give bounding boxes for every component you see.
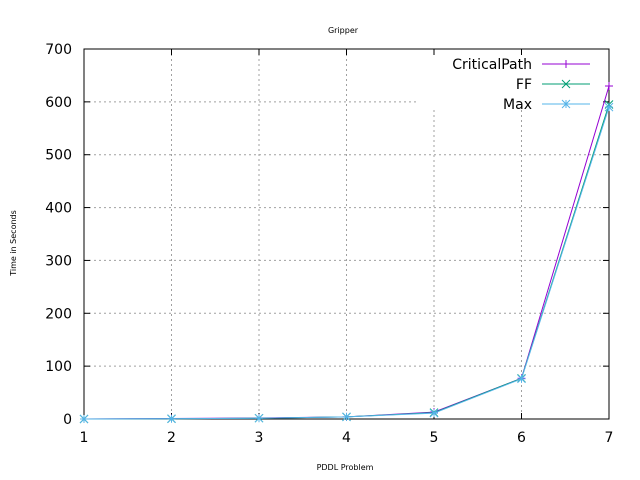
series-group	[79, 82, 614, 424]
legend-label-max: Max	[503, 97, 532, 113]
data-point-criticalpath	[605, 82, 613, 90]
y-tick-label: 100	[45, 359, 72, 375]
legend-marker-max	[561, 99, 571, 109]
data-point-max	[604, 102, 614, 112]
y-tick-label: 200	[45, 306, 72, 322]
legend-label-ff: FF	[516, 77, 532, 93]
data-point-max	[342, 412, 351, 422]
marker-stroke	[79, 414, 89, 424]
data-point-max	[429, 408, 439, 418]
x-tick-label: 4	[342, 430, 351, 446]
marker-stroke	[429, 408, 439, 418]
y-tick-label: 0	[63, 412, 72, 428]
y-tick-label: 500	[45, 148, 72, 164]
marker-stroke	[561, 79, 571, 89]
legend-marker-criticalpath	[562, 60, 570, 68]
legend: CriticalPath FF Max	[452, 57, 590, 113]
y-tick-label: 300	[45, 253, 72, 269]
y-tick-label: 400	[45, 201, 72, 217]
marker-stroke	[254, 413, 264, 423]
y-tick-label: 700	[45, 42, 72, 58]
marker-stroke	[561, 99, 571, 109]
x-tick-label: 5	[430, 430, 439, 446]
x-tick-label: 1	[80, 430, 89, 446]
data-point-max	[254, 413, 264, 423]
marker-stroke	[342, 412, 351, 422]
x-axis-label: PDDL Problem	[317, 463, 374, 472]
y-axis-label: Time in Seconds	[9, 210, 18, 277]
marker-stroke	[167, 414, 176, 424]
legend-marker-ff	[561, 79, 571, 89]
data-point-max	[517, 374, 526, 384]
marker-stroke	[604, 102, 614, 112]
x-tick-label: 7	[605, 430, 614, 446]
series-line-ff	[83, 104, 610, 420]
legend-label-criticalpath: CriticalPath	[452, 57, 532, 73]
data-point-max	[167, 414, 176, 424]
axes: 0 100 200 300 400 500 600 700 1 2 3 4 5 6 7	[45, 42, 613, 446]
grid	[84, 49, 609, 419]
x-tick-label: 6	[517, 430, 526, 446]
marker-stroke	[517, 374, 526, 384]
y-tick-label: 600	[45, 95, 72, 111]
x-tick-label: 2	[167, 430, 176, 446]
data-point-max	[79, 414, 89, 424]
series-line-max	[83, 106, 610, 420]
chart-title: Gripper	[328, 26, 359, 35]
x-tick-label: 3	[255, 430, 264, 446]
